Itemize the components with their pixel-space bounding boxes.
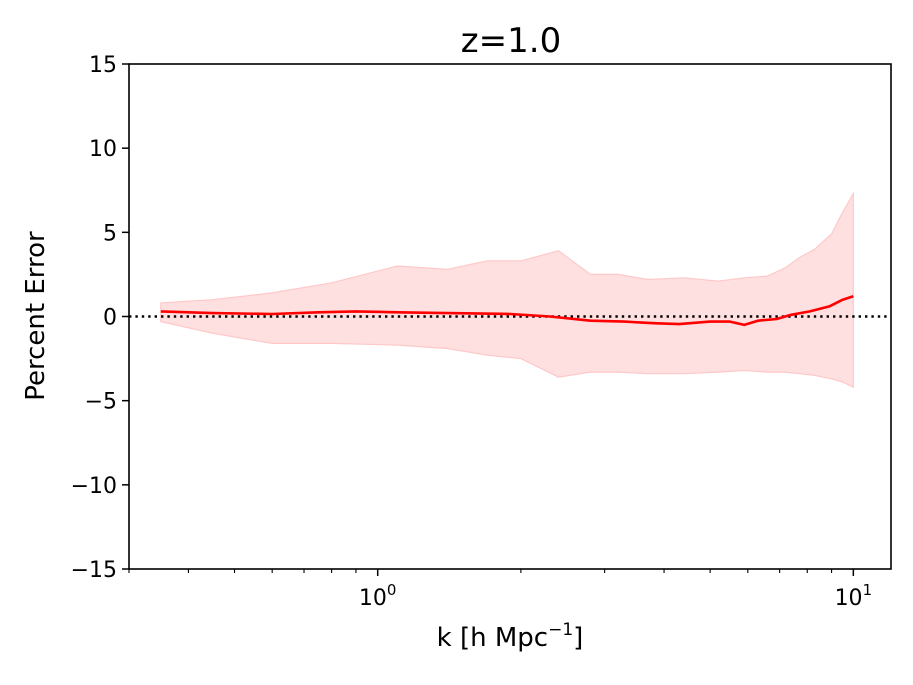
x-tick-label-exponent: 1 [863, 581, 873, 599]
x-axis-ticks: 100 101 [359, 569, 872, 611]
y-axis-ticks: 15 10 5 0 −5 −10 −15 [71, 53, 129, 583]
x-axis-label-exponent: −1 [548, 620, 573, 640]
y-tick-label: 5 [103, 221, 117, 246]
chart-title: z=1.0 [461, 21, 561, 61]
y-axis-label: Percent Error [21, 231, 51, 401]
x-axis-label: k [h Mpc−1] [437, 620, 584, 653]
y-tick-label: −5 [85, 390, 117, 415]
x-axis-minor-ticks [128, 569, 833, 573]
x-tick-label: 101 [835, 581, 873, 611]
x-tick-label: 100 [359, 581, 397, 611]
y-tick-label: 0 [103, 306, 117, 331]
x-axis-label-main: k [h Mpc [437, 623, 548, 653]
x-tick-label-exponent: 0 [387, 581, 397, 599]
plot-area [129, 191, 891, 389]
y-tick-label: −15 [71, 558, 117, 583]
x-axis-label-suffix: ] [573, 623, 583, 653]
mean-error-line [160, 295, 854, 327]
x-tick-label-base: 10 [835, 586, 863, 611]
error-band [160, 191, 854, 389]
y-tick-label: 10 [89, 137, 117, 162]
y-tick-label: −10 [71, 474, 117, 499]
y-tick-label: 15 [89, 53, 117, 78]
x-tick-label-base: 10 [359, 586, 387, 611]
